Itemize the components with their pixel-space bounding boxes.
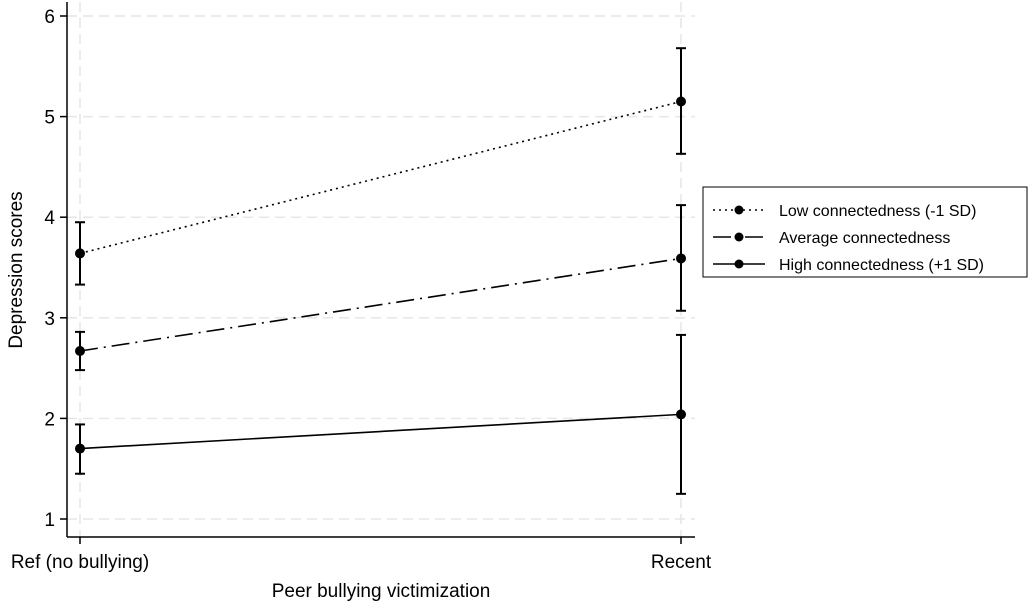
- x-axis-label: Peer bullying victimization: [272, 581, 491, 602]
- series-2: [75, 333, 686, 495]
- y-tick-label: 3: [44, 309, 55, 330]
- series-0: [75, 47, 686, 286]
- data-point: [75, 345, 85, 356]
- series-line: [79, 257, 682, 352]
- x-tick-label: Recent: [651, 552, 712, 573]
- y-tick-label: 6: [44, 7, 55, 28]
- legend-box: [702, 186, 1028, 278]
- series-1: [75, 204, 686, 372]
- legend: Low connectedness (-1 SD) Average connect…: [702, 186, 1028, 278]
- data-point: [75, 443, 85, 454]
- series-line: [79, 413, 682, 450]
- legend-marker: [734, 205, 744, 215]
- legend-label: Average connectedness: [779, 230, 950, 247]
- data-point: [676, 96, 686, 107]
- y-tick-label: 2: [44, 409, 55, 430]
- y-tick-label: 4: [44, 208, 55, 229]
- y-tick-label: 5: [44, 108, 55, 129]
- y-tick-label: 1: [44, 510, 55, 531]
- series-line: [79, 100, 682, 255]
- data-point: [75, 248, 85, 259]
- y-axis-label: Depression scores: [6, 191, 27, 348]
- legend-marker: [734, 259, 744, 269]
- series: [75, 47, 686, 495]
- legend-label: Low connectedness (-1 SD): [779, 203, 976, 220]
- data-point: [676, 253, 686, 264]
- legend-marker: [734, 232, 744, 242]
- y-ticks: 1 2 3 4 5 6: [44, 7, 67, 531]
- data-point: [676, 409, 686, 420]
- grid: [67, 2, 695, 537]
- x-ticks: Ref (no bullying) Recent: [11, 537, 712, 573]
- legend-label: High connectedness (+1 SD): [779, 257, 984, 274]
- x-tick-label: Ref (no bullying): [11, 552, 149, 573]
